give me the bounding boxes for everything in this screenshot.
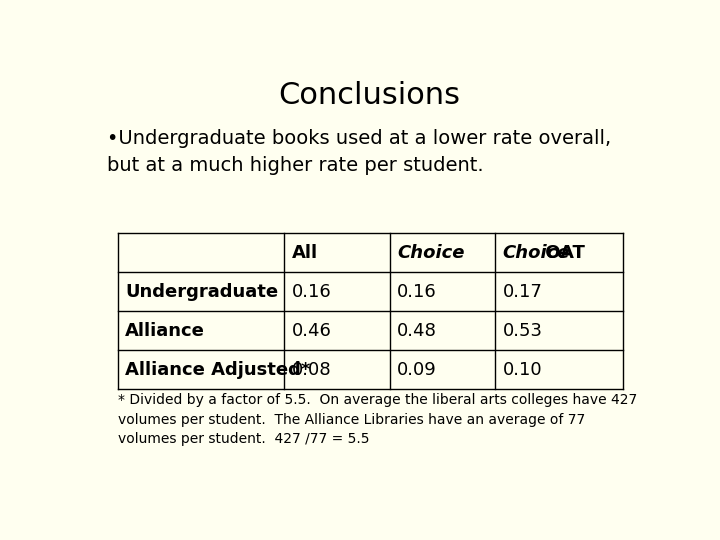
Text: 0.08: 0.08	[292, 361, 331, 379]
Text: •Undergraduate books used at a lower rate overall,
but at a much higher rate per: •Undergraduate books used at a lower rat…	[107, 129, 611, 175]
Text: 0.48: 0.48	[397, 322, 437, 340]
Text: 0.16: 0.16	[292, 282, 331, 301]
Text: Choice: Choice	[397, 244, 464, 262]
Text: Alliance: Alliance	[125, 322, 205, 340]
Text: 0.16: 0.16	[397, 282, 437, 301]
Text: 0.09: 0.09	[397, 361, 437, 379]
Text: 0.46: 0.46	[292, 322, 331, 340]
Text: Alliance Adjusted*: Alliance Adjusted*	[125, 361, 310, 379]
Text: Conclusions: Conclusions	[278, 82, 460, 111]
Text: All: All	[292, 244, 318, 262]
Text: Choice: Choice	[503, 244, 570, 262]
Text: 0.17: 0.17	[503, 282, 542, 301]
Text: * Divided by a factor of 5.5.  On average the liberal arts colleges have 427
vol: * Divided by a factor of 5.5. On average…	[118, 393, 637, 446]
Text: OAT: OAT	[539, 244, 585, 262]
Text: 0.10: 0.10	[503, 361, 542, 379]
Text: 0.53: 0.53	[503, 322, 542, 340]
Text: Undergraduate: Undergraduate	[125, 282, 278, 301]
